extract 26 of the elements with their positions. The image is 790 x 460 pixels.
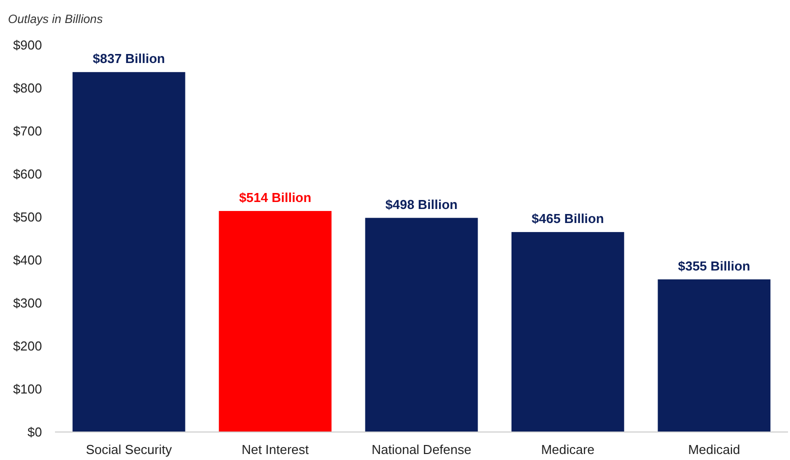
data-label: $514 Billion [239,190,312,205]
data-label: $465 Billion [532,211,604,226]
bar [511,232,624,432]
y-tick-label: $600 [13,166,42,182]
bar [365,218,478,432]
y-tick-label: $200 [13,338,42,354]
x-tick-label: National Defense [372,442,472,457]
x-tick-label: Medicare [541,442,595,457]
data-label: $837 Billion [92,51,166,66]
bar [658,279,770,432]
x-tick-label: Medicaid [688,442,740,457]
data-label: $355 Billion [678,258,750,274]
x-tick-label: Social Security [86,442,172,457]
x-tick-label: Net Interest [242,442,310,457]
y-tick-label: $400 [13,252,42,268]
y-tick-label: $300 [13,296,42,311]
y-tick-label: $700 [13,124,42,139]
y-axis-title: Outlays in Billions [8,12,103,26]
y-tick-label: $100 [13,382,42,397]
y-tick-label: $500 [13,210,42,225]
bar [72,72,186,432]
y-tick-label: $0 [28,424,42,440]
bar [218,210,332,432]
y-tick-label: $900 [13,38,42,53]
y-tick-label: $800 [13,80,42,96]
data-label: $498 Billion [385,196,458,212]
